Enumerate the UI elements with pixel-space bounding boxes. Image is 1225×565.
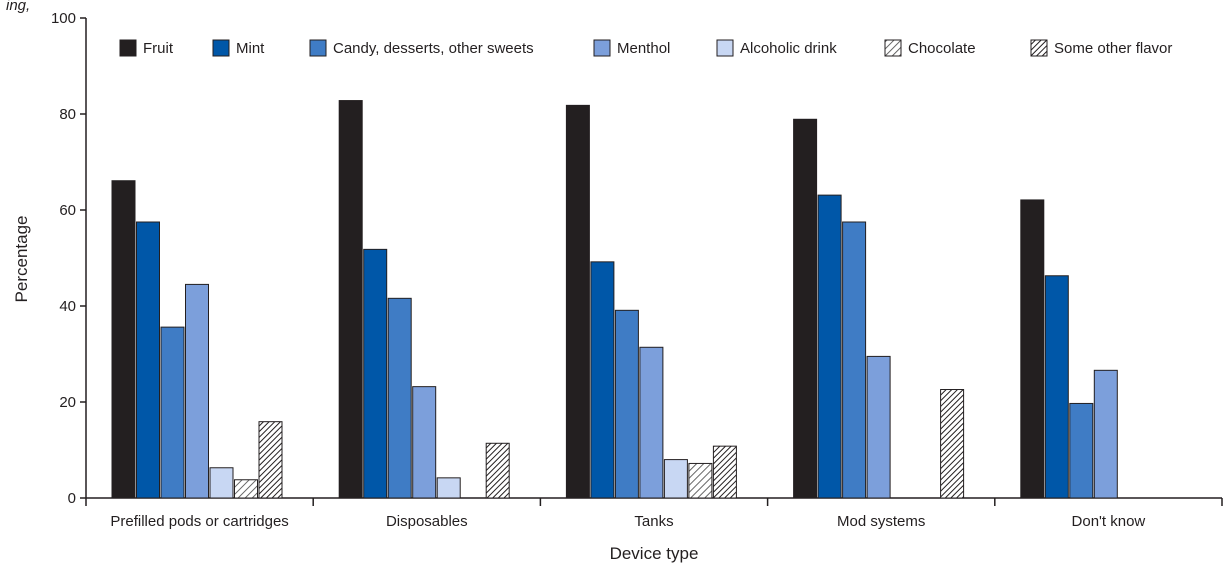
legend-swatch xyxy=(716,39,734,57)
y-tick-label: 80 xyxy=(59,106,76,123)
legend-label: Chocolate xyxy=(908,40,976,57)
bar-menthol xyxy=(412,386,437,499)
plot-area: 0 20 40 60 80 100 Prefilled pods or cartridges… xyxy=(51,10,1223,530)
bar-chocolate xyxy=(688,462,713,499)
x-tick-label: Tanks xyxy=(634,513,673,530)
y-tick-label: 0 xyxy=(68,490,76,507)
y-tick-label: 40 xyxy=(59,298,76,315)
bar-fruit xyxy=(338,100,363,499)
x-tick-label: Prefilled pods or cartridges xyxy=(110,513,288,530)
bar-mint xyxy=(817,194,842,499)
legend-label: Menthol xyxy=(617,40,670,57)
legend-label: Alcoholic drink xyxy=(740,40,837,57)
legend-label: Mint xyxy=(236,40,265,57)
x-axis-title: Device type xyxy=(610,544,699,563)
y-axis-title: Percentage xyxy=(12,216,31,303)
bar-menthol xyxy=(639,346,664,499)
bar-alcoholic-drink xyxy=(209,467,234,499)
legend-label: Candy, desserts, other sweets xyxy=(333,40,534,57)
bar-candy-desserts-other-sweets xyxy=(614,309,639,499)
legend-swatch xyxy=(1030,39,1048,57)
bar-candy-desserts-other-sweets xyxy=(387,297,412,499)
legend-swatch xyxy=(593,39,611,57)
bar-some-other-flavor xyxy=(940,389,965,499)
legend-swatch xyxy=(119,39,137,57)
legend-label: Fruit xyxy=(143,40,174,57)
bar-menthol xyxy=(185,283,209,499)
legend-swatch xyxy=(212,39,230,57)
x-tick-label: Don't know xyxy=(1072,513,1146,530)
bar-some-other-flavor xyxy=(712,445,737,499)
bar-candy-desserts-other-sweets xyxy=(842,221,867,499)
y-tick-label: 100 xyxy=(51,10,76,27)
x-tick-label: Disposables xyxy=(386,513,468,530)
bar-candy-desserts-other-sweets xyxy=(1069,402,1094,499)
bar-alcoholic-drink xyxy=(663,459,688,499)
bar-fruit xyxy=(1020,199,1045,499)
bar-chocolate xyxy=(234,479,258,499)
bar-menthol xyxy=(866,355,891,499)
bar-some-other-flavor xyxy=(485,442,510,499)
bar-alcoholic-drink xyxy=(436,477,461,499)
bar-mint xyxy=(363,248,388,499)
header-fragment: ing, xyxy=(6,0,30,14)
bar-mint xyxy=(590,261,615,499)
legend-label: Some other flavor xyxy=(1054,40,1172,57)
bar-fruit xyxy=(793,118,818,499)
bar-fruit xyxy=(565,104,590,499)
y-tick-label: 60 xyxy=(59,202,76,219)
bar-mint xyxy=(1044,275,1069,499)
bar-mint xyxy=(136,221,160,499)
legend-swatch xyxy=(884,39,902,57)
bar-candy-desserts-other-sweets xyxy=(160,326,185,499)
legend-swatch xyxy=(309,39,327,57)
bar-fruit xyxy=(111,180,136,499)
x-tick-label: Mod systems xyxy=(837,513,925,530)
y-tick-label: 20 xyxy=(59,394,76,411)
legend: Fruit Mint Candy, desserts, other sweets Me… xyxy=(119,39,1172,57)
bar-menthol xyxy=(1093,369,1118,499)
bar-some-other-flavor xyxy=(258,421,283,499)
